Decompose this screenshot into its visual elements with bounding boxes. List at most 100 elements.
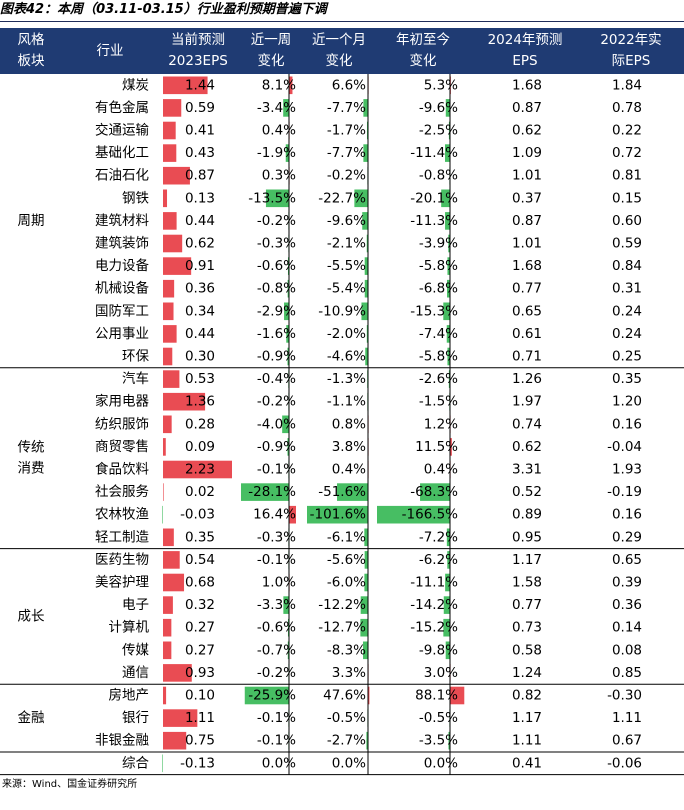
value-m1: -5.6%: [327, 552, 366, 568]
bar-eps2023: [163, 528, 174, 547]
bar-eps2023: [163, 731, 187, 750]
value-m1: -7.7%: [327, 145, 366, 161]
value-w1: -28.1%: [248, 484, 296, 500]
header-eps2024-line2: EPS: [512, 53, 537, 69]
industry-label: 有色金属: [95, 99, 149, 116]
bar-m1: [364, 279, 368, 298]
value-eps2023: 0.41: [185, 123, 215, 139]
bar-w1: [244, 686, 289, 705]
bar-eps2023: [163, 144, 177, 162]
bar-eps2023: [163, 166, 190, 185]
value-w1: 0.3%: [262, 168, 296, 184]
value-eps2023: 0.30: [185, 349, 215, 365]
value-eps2022: 0.31: [612, 281, 642, 297]
value-eps2022: -0.19: [607, 484, 642, 500]
value-ytd: -9.8%: [419, 642, 458, 658]
value-eps2022: 0.25: [612, 349, 642, 365]
value-eps2023: 1.36: [185, 394, 215, 410]
value-eps2024: 0.58: [512, 642, 542, 658]
value-eps2024: 3.31: [512, 462, 542, 478]
bar-eps2023: [163, 573, 185, 592]
value-ytd: -7.4%: [419, 326, 458, 342]
industry-label: 纺织服饰: [95, 416, 149, 432]
header-w1-line1: 近一周: [251, 32, 292, 48]
value-eps2022: 1.20: [612, 394, 642, 410]
value-eps2022: 0.16: [612, 416, 642, 432]
value-ytd: -6.2%: [419, 552, 458, 568]
value-eps2024: 0.41: [512, 755, 542, 771]
bar-w1: [287, 438, 289, 456]
value-eps2024: 0.95: [512, 529, 542, 545]
value-w1: -0.1%: [257, 710, 296, 726]
bar-m1: [366, 234, 368, 253]
value-eps2022: -0.30: [607, 688, 642, 704]
industry-label: 房地产: [109, 688, 150, 704]
bar-m1: [364, 528, 368, 547]
bar-eps2023: [163, 234, 183, 253]
value-ytd: -11.3%: [410, 213, 458, 229]
bar-m1: [363, 641, 368, 660]
value-eps2023: 0.09: [185, 439, 215, 455]
value-m1: -9.6%: [327, 213, 366, 229]
industry-label: 社会服务: [95, 484, 149, 500]
value-m1: -1.7%: [327, 123, 366, 139]
value-m1: -0.5%: [327, 710, 366, 726]
value-ytd: -3.5%: [419, 733, 458, 749]
bar-ytd: [443, 302, 450, 321]
value-eps2022: 0.85: [612, 665, 642, 681]
header-eps2023-line1: 当前预测: [171, 31, 225, 48]
value-w1: 16.4%: [253, 507, 296, 523]
value-eps2023: 0.28: [185, 416, 215, 432]
value-eps2022: 0.14: [612, 620, 642, 636]
bar-w1: [284, 302, 289, 321]
sector-label: 周期: [18, 213, 45, 229]
bar-m1: [354, 189, 368, 208]
bar-eps2023: [163, 664, 192, 682]
industry-label: 基础化工: [95, 144, 149, 161]
value-w1: -13.5%: [248, 190, 296, 206]
bar-eps2023: [163, 189, 168, 208]
value-m1: -0.2%: [327, 168, 366, 184]
industry-label: 农林牧渔: [95, 507, 149, 523]
bar-ytd: [446, 325, 450, 343]
industry-label: 石油石化: [95, 168, 149, 184]
bar-m1: [364, 257, 368, 275]
bar-eps2023: [163, 392, 206, 411]
value-w1: -0.2%: [257, 394, 296, 410]
bar-w1: [289, 76, 293, 95]
value-w1: 1.0%: [262, 575, 296, 591]
bar-ytd: [450, 686, 465, 705]
value-m1: 0.8%: [332, 416, 366, 432]
value-w1: -25.9%: [248, 688, 296, 704]
value-eps2022: 0.67: [612, 733, 642, 749]
bar-m1: [360, 618, 369, 637]
value-eps2022: 0.39: [612, 575, 642, 591]
value-eps2024: 1.24: [512, 665, 542, 681]
header-eps2022-line1: 2022年实: [600, 32, 661, 48]
value-m1: -101.6%: [310, 507, 367, 523]
value-w1: -0.7%: [257, 642, 296, 658]
industry-label: 商贸零售: [95, 439, 149, 455]
value-eps2023: 1.11: [185, 710, 215, 726]
value-w1: -0.1%: [257, 552, 296, 568]
value-m1: -1.1%: [327, 394, 366, 410]
industry-label: 综合: [122, 755, 149, 771]
industry-label: 国防军工: [95, 303, 149, 319]
value-eps2022: 0.29: [612, 529, 642, 545]
value-eps2024: 0.71: [512, 349, 542, 365]
header-m1-line1: 近一个月: [312, 32, 366, 48]
bar-eps2023: [163, 325, 177, 343]
header-background: [0, 28, 684, 74]
value-eps2022: 0.35: [612, 371, 642, 387]
value-ytd: -68.3%: [410, 484, 458, 500]
industry-label: 电力设备: [95, 257, 149, 274]
sector-label: 传统: [18, 440, 45, 456]
value-eps2023: 0.87: [185, 168, 215, 184]
bar-eps2023: [163, 257, 192, 275]
value-w1: -0.2%: [257, 665, 296, 681]
bar-ytd: [445, 212, 450, 230]
industry-label: 通信: [122, 665, 149, 681]
value-m1: -5.5%: [327, 258, 366, 274]
